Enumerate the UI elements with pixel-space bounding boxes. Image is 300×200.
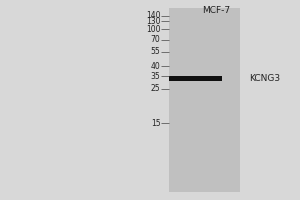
Text: 35: 35	[151, 72, 160, 81]
Text: 15: 15	[151, 118, 160, 128]
Text: KCNG3: KCNG3	[249, 74, 280, 83]
Text: MCF-7: MCF-7	[202, 6, 230, 15]
Text: 140: 140	[146, 11, 160, 21]
Text: 130: 130	[146, 17, 160, 25]
Text: 70: 70	[151, 36, 160, 45]
Text: 40: 40	[151, 62, 160, 71]
Text: 100: 100	[146, 24, 160, 33]
Bar	[169, 76, 222, 81]
Bar	[169, 8, 240, 192]
Text: 55: 55	[151, 47, 160, 56]
Text: 25: 25	[151, 84, 160, 93]
